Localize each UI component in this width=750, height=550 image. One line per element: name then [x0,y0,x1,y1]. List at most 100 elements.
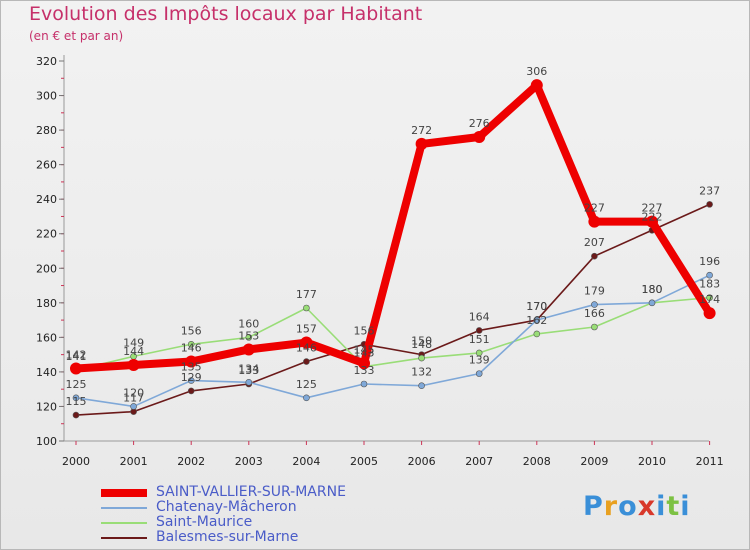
data-point-saint-vallier-sur-marne [703,307,716,320]
y-tick-label: 200 [36,262,57,275]
data-label-chatenay-m-cheron: 132 [411,366,432,379]
x-tick-label: 2006 [408,455,436,468]
x-tick-label: 2009 [580,455,608,468]
data-point-saint-maurice [533,330,541,338]
data-label-saint-maurice: 166 [584,307,605,320]
data-point-chatenay-m-cheron [648,299,656,307]
data-point-chatenay-m-cheron [360,380,368,388]
logo-letter: x [637,491,657,522]
data-label-saint-vallier-sur-marne: 146 [181,342,202,355]
legend: SAINT-VALLIER-SUR-MARNE Chatenay-Mâcheron… [101,484,421,545]
data-point-saint-vallier-sur-marne [473,131,486,143]
data-label-saint-maurice: 162 [526,314,547,327]
proxiti-logo: Proxiti [583,491,691,522]
x-tick-label: 2001 [120,455,148,468]
logo-letter: P [583,491,604,522]
data-point-saint-vallier-sur-marne [358,357,370,370]
data-point-balesmes-sur-marne [591,252,598,260]
y-tick-label: 280 [36,124,57,137]
data-label-saint-maurice: 183 [699,278,720,291]
data-point-saint-maurice [303,304,310,312]
axes: 100 120 140 160 180 200 220 240 260 280 300 320 2000… [36,55,724,468]
data-label-chatenay-m-cheron: 125 [296,378,317,391]
data-label-balesmes-sur-marne: 115 [66,395,87,408]
legend-item: Saint-Maurice [101,514,421,530]
y-tick-label: 260 [36,159,57,172]
series-line-saint-vallier-sur-marne [72,81,714,373]
x-tick-label: 2011 [696,455,724,468]
y-tick-label: 140 [36,366,57,379]
data-label-saint-vallier-sur-marne: 276 [469,117,490,130]
data-point-chatenay-m-cheron [130,403,137,410]
data-label-balesmes-sur-marne: 207 [584,236,605,249]
data-label-chatenay-m-cheron: 135 [181,361,202,374]
legend-label: Saint-Maurice [156,514,253,530]
data-point-chatenay-m-cheron [187,377,195,384]
data-point-chatenay-m-cheron [303,394,310,402]
data-label-balesmes-sur-marne: 170 [526,300,547,313]
data-label-balesmes-sur-marne: 156 [354,324,375,337]
x-tick-label: 2010 [638,455,666,468]
logo-letter: r [603,491,619,522]
legend-swatch [101,489,147,497]
legend-item: Balesmes-sur-Marne [101,529,421,545]
legend-item: SAINT-VALLIER-SUR-MARNE [101,484,421,500]
data-label-saint-vallier-sur-marne: 142 [66,348,87,361]
data-point-saint-vallier-sur-marne [415,137,428,150]
legend-label: SAINT-VALLIER-SUR-MARNE [156,484,346,500]
data-point-saint-vallier-sur-marne [242,343,255,356]
data-label-saint-maurice: 177 [296,288,317,301]
data-label-saint-maurice: 141 [66,350,87,363]
data-point-saint-vallier-sur-marne [70,362,82,375]
data-point-saint-vallier-sur-marne [185,355,198,368]
series-layer [70,79,716,419]
series-line-saint-maurice [75,296,711,371]
data-point-saint-maurice [187,340,195,348]
data-label-balesmes-sur-marne: 146 [296,342,317,355]
data-point-saint-maurice [591,323,598,331]
data-label-balesmes-sur-marne: 222 [642,210,663,223]
data-point-chatenay-m-cheron [533,316,541,324]
y-tick-label: 220 [36,228,57,241]
data-label-saint-vallier-sur-marne: 153 [238,329,259,342]
y-tick-label: 180 [36,297,57,310]
data-label-balesmes-sur-marne: 129 [181,371,202,384]
data-label-saint-vallier-sur-marne: 157 [296,323,317,336]
x-tick-label: 2003 [235,455,263,468]
data-label-saint-vallier-sur-marne: 144 [123,345,144,358]
data-label-saint-maurice: 148 [411,338,432,351]
data-label-chatenay-m-cheron: 196 [699,255,720,268]
data-point-saint-vallier-sur-marne [127,359,140,371]
data-point-chatenay-m-cheron [591,301,598,308]
data-labels-layer: 115 1171291331461561501641702072222371411… [66,65,721,408]
y-tick-label: 120 [36,400,57,413]
x-tick-label: 2002 [177,455,205,468]
data-label-saint-maurice: 180 [642,283,663,296]
data-point-balesmes-sur-marne [187,387,195,395]
data-point-saint-maurice [418,354,425,362]
data-point-balesmes-sur-marne [706,201,713,208]
data-label-chatenay-m-cheron: 120 [123,386,144,399]
legend-swatch [101,537,147,539]
data-label-balesmes-sur-marne: 237 [699,184,720,197]
data-label-saint-vallier-sur-marne: 227 [584,202,605,215]
legend-label: Balesmes-sur-Marne [156,529,299,545]
logo-letter: i [656,491,667,522]
data-label-saint-maurice: 156 [181,324,202,337]
y-tick-label: 160 [36,331,57,344]
data-label-saint-vallier-sur-marne: 145 [354,343,375,356]
chart-subtitle: (en € et par an) [29,29,124,43]
legend-swatch [101,507,147,509]
data-label-chatenay-m-cheron: 134 [238,362,259,375]
data-point-chatenay-m-cheron [72,394,80,402]
x-tick-label: 2005 [350,455,378,468]
data-label-saint-vallier-sur-marne: 174 [699,293,720,306]
series-line-balesmes-sur-marne [75,203,711,416]
y-tick-label: 300 [36,90,57,103]
data-point-saint-vallier-sur-marne [646,215,658,228]
logo-letter: i [680,491,691,522]
data-point-saint-vallier-sur-marne [530,79,543,92]
data-label-saint-maurice: 149 [123,336,144,349]
